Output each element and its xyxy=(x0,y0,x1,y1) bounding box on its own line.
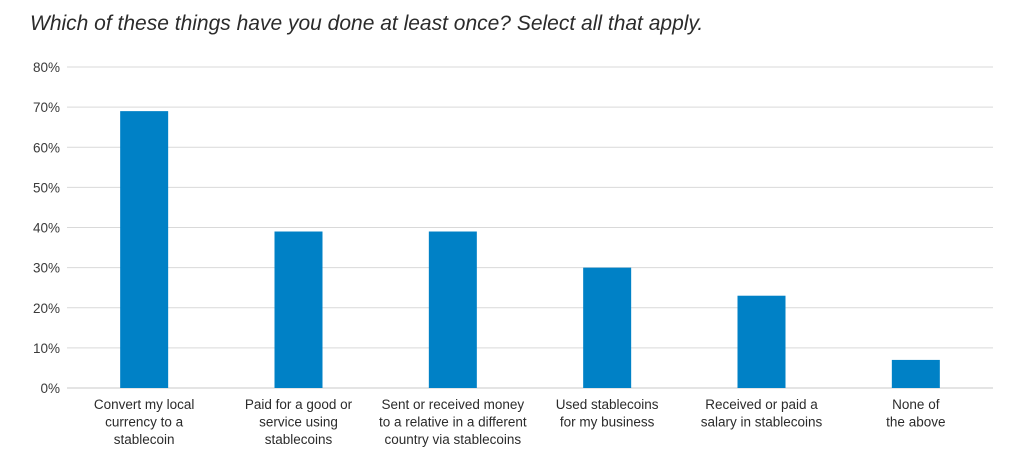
bar xyxy=(583,267,632,388)
x-category-label-line: Received or paid a xyxy=(705,397,818,412)
x-category-label: Received or paid a salary in stablecoins xyxy=(701,397,823,430)
x-category-label-line: the above xyxy=(886,415,945,430)
y-axis-ticks: 0% 10% 20% 30% 40% 50% 60% 70% 80% xyxy=(33,60,60,396)
x-category-label: Used stablecoins for my business xyxy=(556,397,659,430)
x-category-label-line: to a relative in a different xyxy=(379,415,527,430)
x-category-label: Convert my local currency to a stablecoin xyxy=(94,397,195,447)
gridlines xyxy=(67,66,993,389)
bar xyxy=(120,111,169,388)
y-tick-label: 0% xyxy=(40,381,60,396)
y-tick-label: 80% xyxy=(33,60,60,75)
x-category-label-line: country via stablecoins xyxy=(385,432,522,447)
x-category-label-line: Convert my local xyxy=(94,397,195,412)
x-category-label-line: Used stablecoins xyxy=(556,397,659,412)
x-category-label-line: salary in stablecoins xyxy=(701,415,823,430)
x-category-label: None of the above xyxy=(886,397,945,430)
bars xyxy=(120,111,940,388)
x-category-label-line: None of xyxy=(892,397,940,412)
x-category-label-line: for my business xyxy=(560,415,655,430)
x-category-label-line: stablecoin xyxy=(114,432,175,447)
bar xyxy=(274,231,323,388)
y-tick-label: 10% xyxy=(33,341,60,356)
bar xyxy=(737,295,786,388)
x-category-label-line: Paid for a good or xyxy=(245,397,353,412)
x-category-label: Sent or received money to a relative in a… xyxy=(379,397,527,447)
x-category-label-line: currency to a xyxy=(105,415,184,430)
x-category-label: Paid for a good or service using stablecoi… xyxy=(245,397,353,447)
x-axis-labels: Convert my local currency to a stablecoin P… xyxy=(94,397,946,447)
x-category-label-line: service using xyxy=(259,415,338,430)
y-tick-label: 40% xyxy=(33,221,60,236)
y-tick-label: 60% xyxy=(33,140,60,155)
y-tick-label: 50% xyxy=(33,180,60,195)
y-tick-label: 70% xyxy=(33,100,60,115)
bar xyxy=(428,231,477,388)
bar xyxy=(891,359,940,388)
y-tick-label: 30% xyxy=(33,261,60,276)
x-category-label-line: stablecoins xyxy=(265,432,333,447)
y-tick-label: 20% xyxy=(33,301,60,316)
x-category-label-line: Sent or received money xyxy=(382,397,525,412)
chart-title: Which of these things have you done at l… xyxy=(30,12,704,35)
